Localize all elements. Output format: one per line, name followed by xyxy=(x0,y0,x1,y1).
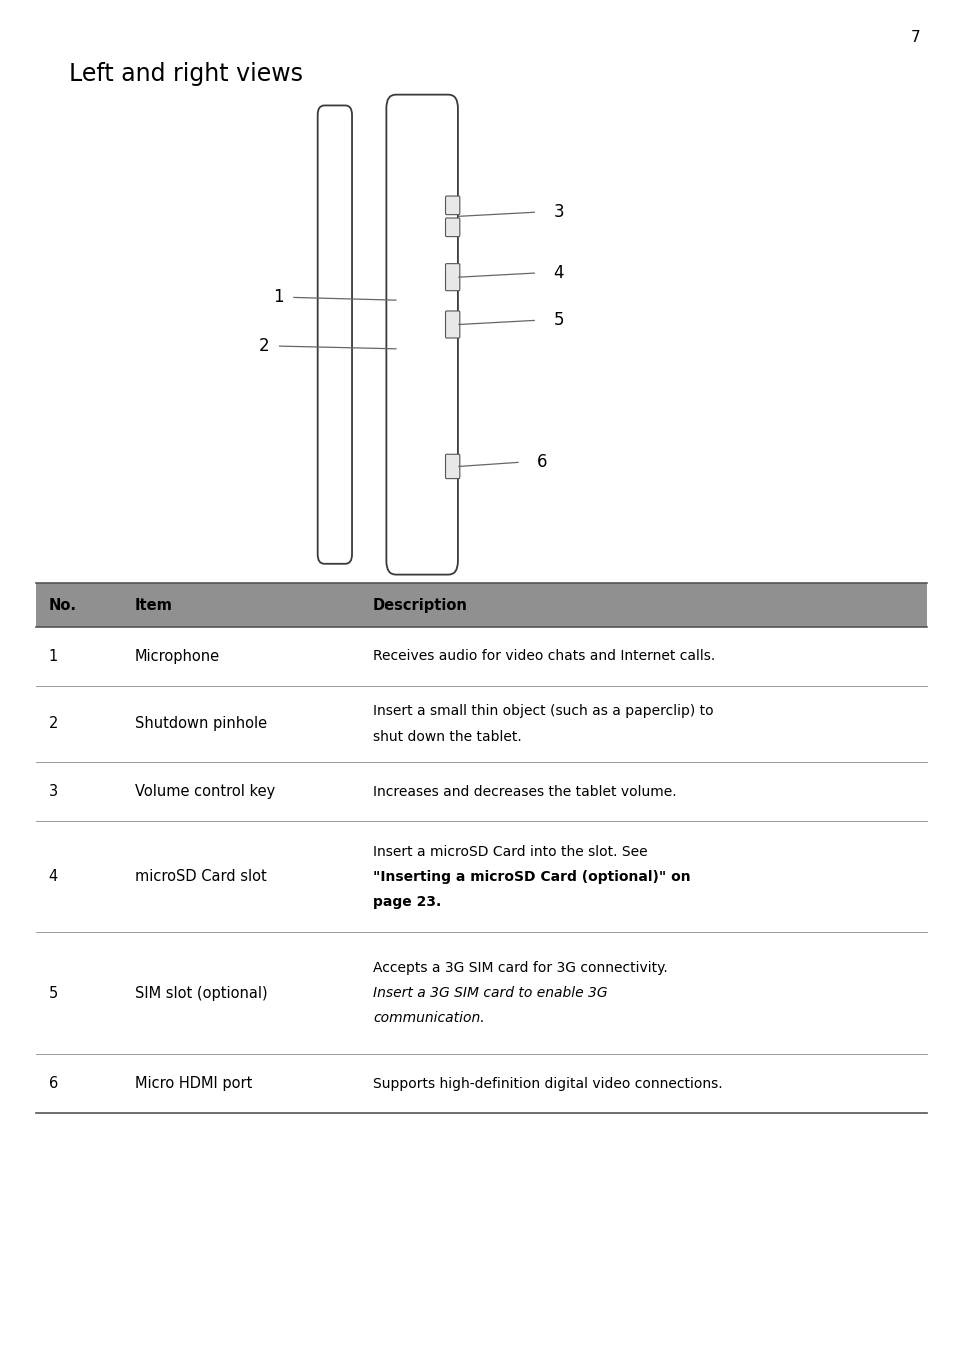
Text: Item: Item xyxy=(134,598,172,612)
Text: 4: 4 xyxy=(49,869,58,884)
Text: Left and right views: Left and right views xyxy=(69,62,302,87)
FancyBboxPatch shape xyxy=(445,196,459,215)
Text: SIM slot (optional): SIM slot (optional) xyxy=(134,986,267,1000)
Text: Receives audio for video chats and Internet calls.: Receives audio for video chats and Inter… xyxy=(373,649,715,664)
FancyBboxPatch shape xyxy=(445,264,459,291)
Text: Shutdown pinhole: Shutdown pinhole xyxy=(134,717,266,731)
Text: No.: No. xyxy=(49,598,76,612)
Text: Supports high-definition digital video connections.: Supports high-definition digital video c… xyxy=(373,1076,721,1091)
Text: Insert a 3G SIM card to enable 3G: Insert a 3G SIM card to enable 3G xyxy=(373,986,607,1000)
Text: Volume control key: Volume control key xyxy=(134,784,274,799)
Text: Description: Description xyxy=(373,598,467,612)
Text: 1: 1 xyxy=(273,288,283,307)
Text: 7: 7 xyxy=(910,30,920,45)
Text: Insert a microSD Card into the slot. See: Insert a microSD Card into the slot. See xyxy=(373,845,647,859)
FancyBboxPatch shape xyxy=(445,311,459,338)
Text: 2: 2 xyxy=(49,717,58,731)
Text: 6: 6 xyxy=(537,453,547,472)
Text: Accepts a 3G SIM card for 3G connectivity.: Accepts a 3G SIM card for 3G connectivit… xyxy=(373,961,667,975)
Text: 5: 5 xyxy=(49,986,58,1000)
Text: 3: 3 xyxy=(49,784,58,799)
Text: 2: 2 xyxy=(258,337,269,356)
Text: Microphone: Microphone xyxy=(134,649,219,664)
Text: shut down the tablet.: shut down the tablet. xyxy=(373,730,521,744)
Text: 4: 4 xyxy=(553,264,563,283)
FancyBboxPatch shape xyxy=(317,105,352,564)
Text: Micro HDMI port: Micro HDMI port xyxy=(134,1076,252,1091)
FancyBboxPatch shape xyxy=(386,95,457,575)
Text: microSD Card slot: microSD Card slot xyxy=(134,869,266,884)
Text: communication.: communication. xyxy=(373,1011,484,1025)
Text: 6: 6 xyxy=(49,1076,58,1091)
Bar xyxy=(36,584,926,627)
Text: Insert a small thin object (such as a paperclip) to: Insert a small thin object (such as a pa… xyxy=(373,704,713,718)
Text: 3: 3 xyxy=(553,203,563,222)
Text: "Inserting a microSD Card (optional)" on: "Inserting a microSD Card (optional)" on xyxy=(373,869,690,884)
FancyBboxPatch shape xyxy=(445,218,459,237)
Text: Increases and decreases the tablet volume.: Increases and decreases the tablet volum… xyxy=(373,784,676,799)
FancyBboxPatch shape xyxy=(445,454,459,479)
Text: page 23.: page 23. xyxy=(373,895,441,909)
Text: 5: 5 xyxy=(553,311,563,330)
Text: 1: 1 xyxy=(49,649,58,664)
